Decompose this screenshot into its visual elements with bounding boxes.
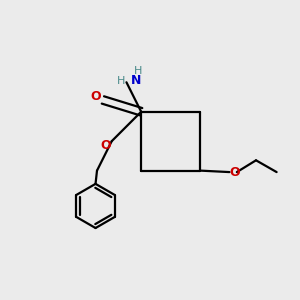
Text: O: O <box>90 91 101 103</box>
Text: H: H <box>134 66 142 76</box>
Text: H: H <box>117 76 125 86</box>
Text: O: O <box>100 139 111 152</box>
Text: N: N <box>131 74 141 87</box>
Text: O: O <box>230 166 240 178</box>
